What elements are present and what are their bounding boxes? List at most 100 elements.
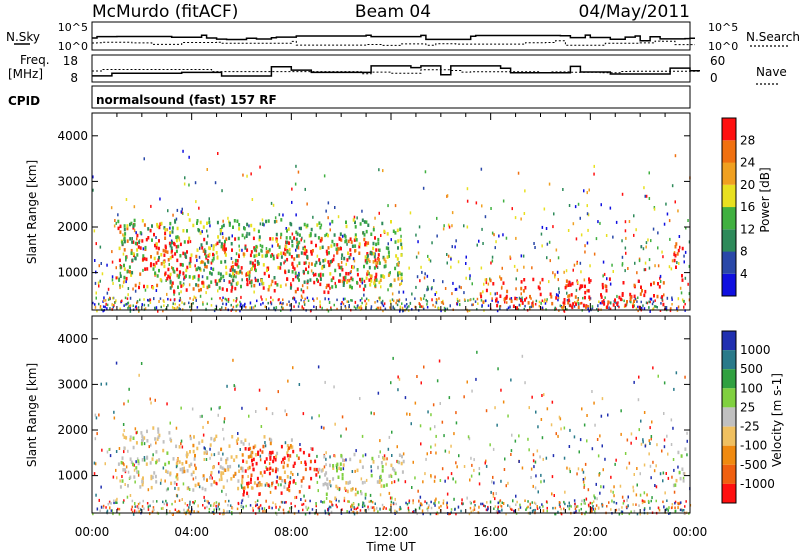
background-cell: [392, 356, 394, 360]
data-cell: [381, 465, 384, 469]
data-cell: [144, 245, 147, 250]
data-cell: [243, 490, 245, 494]
data-cell: [260, 278, 263, 283]
ground-cell: [381, 299, 384, 303]
data-cell: [258, 481, 261, 485]
background-cell: [528, 406, 530, 410]
background-cell: [650, 437, 652, 441]
data-cell: [221, 287, 224, 291]
ground-cell: [224, 297, 226, 301]
background-cell: [653, 469, 656, 473]
background-cell: [423, 365, 425, 369]
data-cell: [315, 467, 318, 472]
ground-cell: [139, 501, 141, 505]
data-cell: [681, 246, 684, 251]
background-cell: [491, 231, 494, 235]
background-cell: [539, 455, 541, 459]
data-cell: [265, 250, 268, 254]
ground-cell: [408, 501, 410, 504]
data-cell: [220, 471, 223, 475]
background-cell: [119, 479, 121, 483]
ground-cell: [405, 298, 407, 301]
colorbar-tick-label: -100: [740, 439, 767, 453]
background-cell: [432, 403, 435, 407]
background-cell: [563, 270, 565, 274]
ground-cell: [580, 502, 583, 506]
ground-cell: [368, 500, 370, 503]
data-cell: [267, 219, 270, 223]
data-cell: [239, 270, 242, 274]
ground-cell: [175, 307, 177, 310]
background-cell: [317, 365, 320, 369]
ground-cell: [153, 508, 155, 512]
background-cell: [567, 295, 569, 298]
background-cell: [664, 491, 666, 495]
data-cell: [650, 282, 652, 287]
background-cell: [250, 481, 252, 484]
background-cell: [648, 452, 650, 456]
data-cell: [238, 223, 241, 227]
data-cell: [119, 274, 122, 278]
ground-cell: [178, 509, 180, 513]
ground-cell: [679, 508, 682, 512]
data-cell: [126, 224, 129, 228]
data-cell: [349, 252, 352, 257]
ground-cell: [377, 510, 379, 513]
data-cell: [334, 268, 337, 273]
data-cell: [135, 466, 138, 470]
background-cell: [272, 481, 274, 485]
ground-cell: [92, 301, 94, 305]
background-cell: [325, 496, 328, 500]
background-cell: [259, 222, 262, 226]
background-cell: [264, 483, 267, 487]
data-cell: [200, 260, 203, 264]
ground-cell: [473, 505, 476, 509]
colorbar-swatch: [722, 483, 736, 503]
background-cell: [517, 171, 520, 175]
background-cell: [643, 186, 645, 190]
background-cell: [426, 274, 429, 278]
data-cell: [368, 265, 371, 270]
data-cell: [672, 483, 675, 488]
ground-cell: [398, 508, 401, 511]
data-cell: [146, 439, 149, 443]
data-cell: [310, 252, 313, 256]
ground-cell: [461, 502, 463, 505]
data-cell: [400, 246, 403, 250]
background-cell: [668, 219, 671, 223]
data-cell: [251, 463, 254, 467]
background-cell: [350, 270, 352, 273]
data-cell: [186, 250, 188, 254]
background-cell: [353, 259, 356, 263]
ground-cell: [370, 307, 372, 310]
background-cell: [568, 445, 571, 448]
background-cell: [492, 475, 494, 479]
data-cell: [317, 273, 320, 277]
background-cell: [684, 375, 686, 379]
ground-cell: [531, 501, 533, 504]
background-cell: [624, 452, 627, 455]
ground-cell: [213, 508, 215, 511]
background-cell: [507, 481, 509, 485]
ground-cell: [413, 510, 415, 513]
background-cell: [225, 298, 228, 302]
ground-cell: [525, 508, 527, 511]
background-cell: [299, 443, 301, 446]
ground-cell: [351, 504, 354, 507]
ground-cell: [353, 506, 355, 509]
data-cell: [396, 257, 399, 261]
data-cell: [397, 277, 400, 281]
background-cell: [582, 478, 585, 481]
background-cell: [284, 441, 287, 445]
background-cell: [297, 472, 299, 476]
ground-cell: [618, 513, 621, 516]
data-cell: [379, 278, 382, 282]
data-cell: [152, 262, 155, 267]
background-cell: [418, 225, 421, 229]
background-cell: [668, 265, 671, 269]
ground-cell: [590, 509, 593, 513]
background-cell: [591, 447, 594, 451]
data-cell: [212, 244, 215, 248]
background-cell: [214, 181, 217, 185]
